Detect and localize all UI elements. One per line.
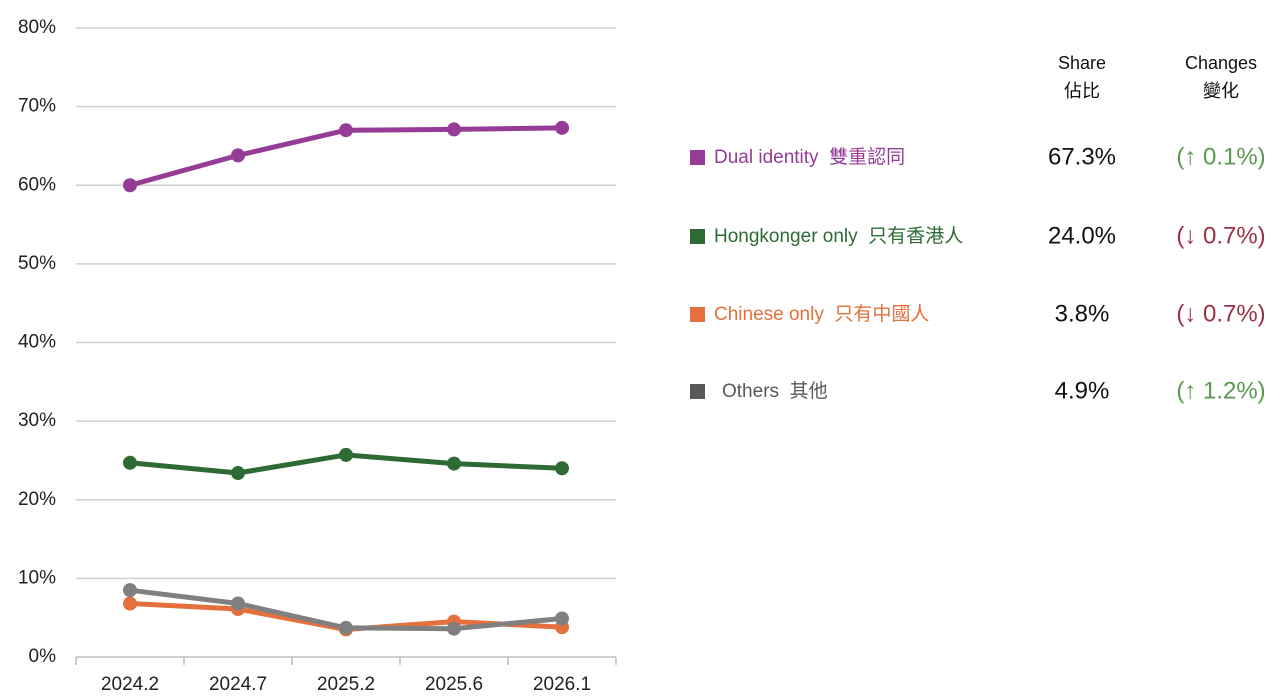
legend-label: Hongkonger only 只有香港人	[714, 225, 963, 247]
legend-label: Chinese only 只有中國人	[714, 303, 929, 325]
y-tick-label: 70%	[18, 96, 56, 117]
data-point	[447, 456, 461, 471]
x-tick-label: 2025.2	[317, 674, 375, 695]
change-value: (↑ 1.2%)	[1176, 377, 1265, 404]
change-value: (↓ 0.7%)	[1176, 222, 1265, 249]
y-tick-label: 0%	[29, 646, 57, 667]
x-tick-label: 2026.1	[533, 674, 591, 695]
table-header: 變化	[1203, 81, 1239, 101]
change-value: (↑ 0.1%)	[1176, 143, 1265, 170]
data-point	[123, 583, 137, 598]
change-value: (↓ 0.7%)	[1176, 300, 1265, 327]
table-header: 佔比	[1064, 81, 1100, 101]
share-value: 4.9%	[1055, 377, 1110, 404]
legend-swatch	[690, 307, 705, 322]
legend-swatch	[690, 229, 705, 244]
x-tick-label: 2024.7	[209, 674, 267, 695]
table-header: Changes	[1185, 53, 1257, 73]
table-header: Share	[1058, 53, 1106, 73]
y-tick-label: 10%	[18, 567, 56, 588]
y-tick-label: 80%	[18, 17, 56, 38]
data-point	[123, 178, 137, 193]
data-point	[555, 120, 569, 135]
data-point	[231, 596, 245, 611]
legend-label: Others 其他	[722, 380, 828, 402]
data-point	[555, 461, 569, 476]
data-point	[339, 620, 353, 635]
share-value: 3.8%	[1055, 300, 1110, 327]
data-point	[447, 122, 461, 137]
y-tick-label: 60%	[18, 174, 56, 195]
data-point	[555, 611, 569, 626]
data-point	[339, 447, 353, 462]
y-tick-label: 50%	[18, 253, 56, 274]
data-point	[231, 466, 245, 481]
data-point	[123, 455, 137, 470]
share-value: 67.3%	[1048, 143, 1116, 170]
y-tick-label: 20%	[18, 489, 56, 510]
share-value: 24.0%	[1048, 222, 1116, 249]
data-point	[123, 596, 137, 611]
data-point	[231, 148, 245, 163]
y-tick-label: 40%	[18, 332, 56, 353]
legend-label: Dual identity 雙重認同	[714, 146, 905, 168]
legend-swatch	[690, 384, 705, 399]
x-tick-label: 2025.6	[425, 674, 483, 695]
y-tick-label: 30%	[18, 410, 56, 431]
legend-swatch	[690, 150, 705, 165]
x-tick-label: 2024.2	[101, 674, 159, 695]
data-point	[339, 123, 353, 138]
data-point	[447, 621, 461, 636]
